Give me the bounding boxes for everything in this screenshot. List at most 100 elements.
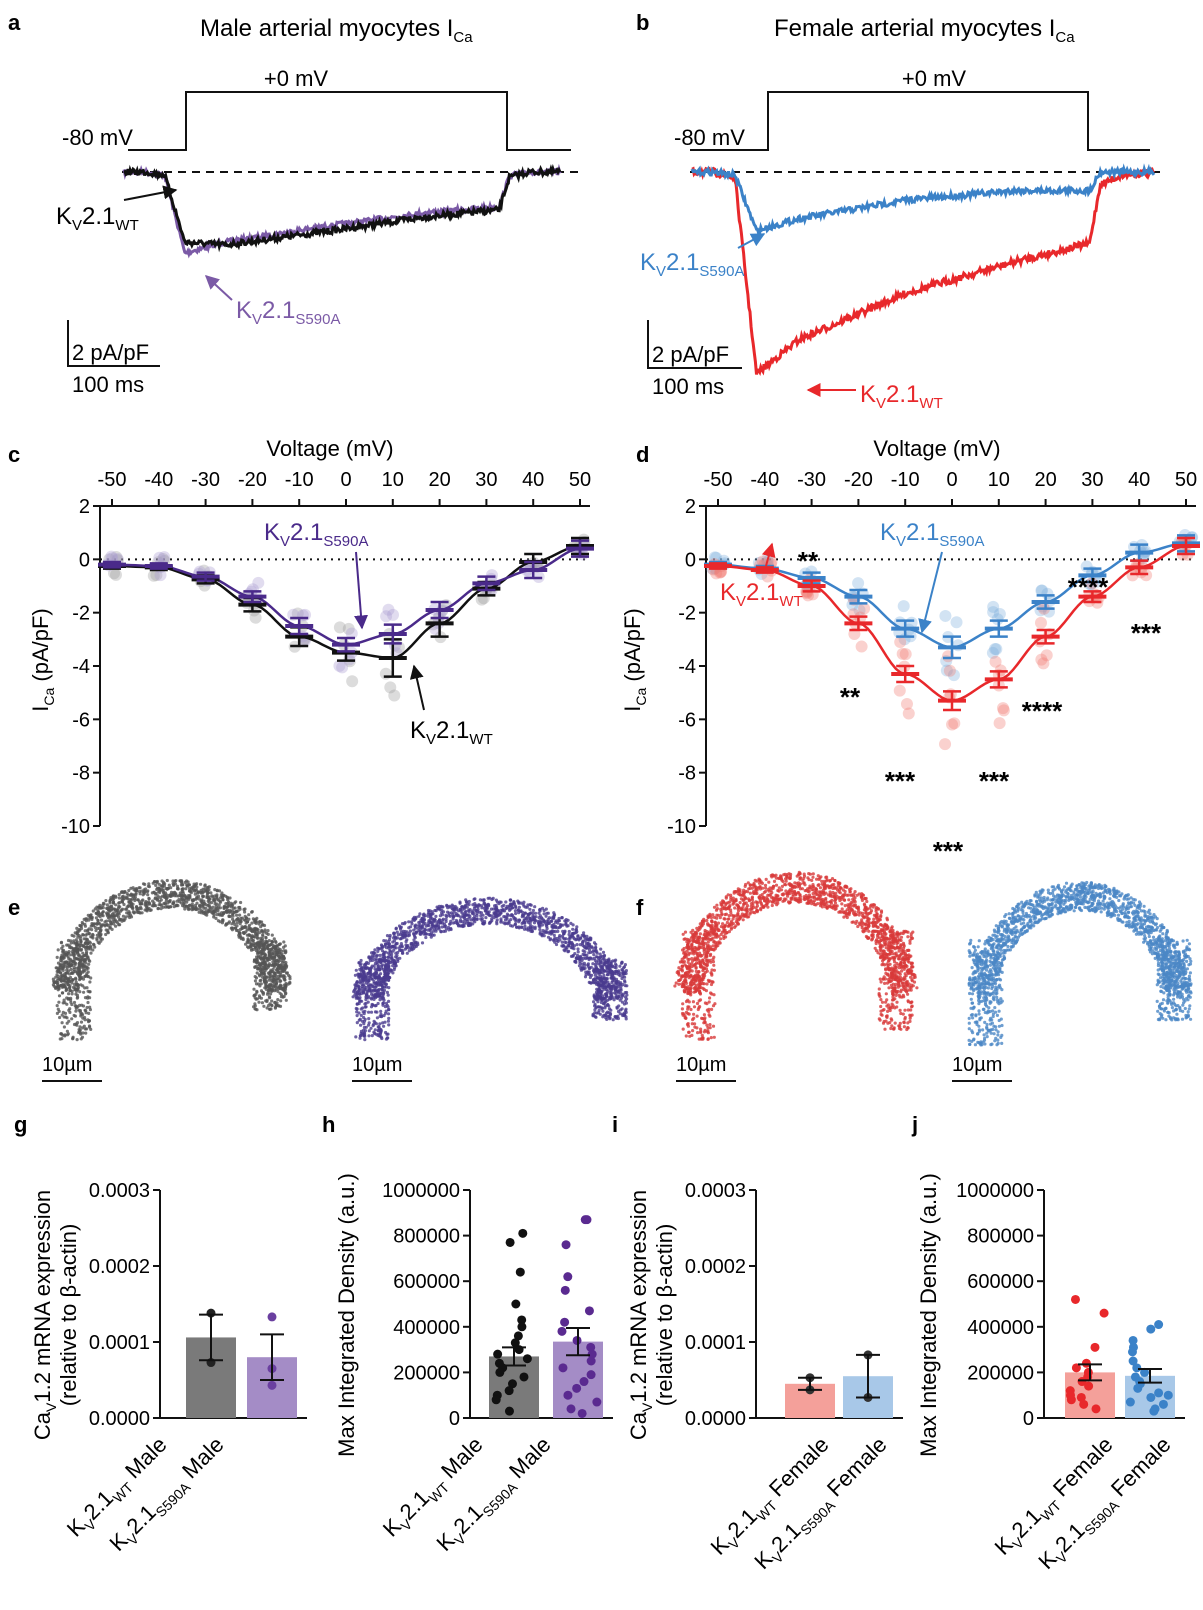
y-tick-label: 0 [79, 549, 90, 571]
density-dot [382, 991, 386, 995]
density-dot [384, 969, 388, 973]
density-dot [586, 972, 591, 976]
density-dot [375, 972, 379, 976]
density-dot [570, 944, 575, 948]
density-dot [575, 943, 579, 947]
density-dot [569, 941, 573, 945]
density-dot [253, 1002, 257, 1006]
density-dot [451, 921, 455, 925]
density-dot [79, 1037, 83, 1041]
density-dot [245, 916, 249, 921]
density-dot [158, 902, 162, 907]
density-dot [362, 1025, 366, 1030]
density-dot [552, 922, 556, 927]
density-dot [267, 962, 271, 966]
data-point [1035, 653, 1048, 666]
density-dot [354, 1006, 358, 1011]
density-dot [255, 958, 259, 962]
density-dot [360, 976, 364, 980]
density-dot [538, 927, 542, 932]
density-dot [395, 953, 399, 957]
density-dot [121, 890, 125, 894]
density-dot [422, 917, 426, 921]
x-tick-label: 40 [522, 469, 544, 491]
density-dot [67, 992, 71, 996]
density-dot [282, 987, 286, 991]
data-point [1126, 569, 1139, 582]
density-dot [76, 953, 81, 958]
cell-image-male-s590a [351, 896, 629, 1042]
density-dot [188, 896, 192, 900]
density-dot [176, 894, 180, 898]
data-point [1040, 649, 1053, 662]
x-tick-label: -10 [285, 469, 314, 491]
density-dot [382, 1024, 386, 1028]
density-dot [514, 918, 518, 922]
panel-c-mean-markers [98, 536, 594, 678]
density-dot [201, 890, 205, 895]
density-dot [558, 934, 562, 938]
density-dot [601, 950, 606, 955]
density-dot [606, 970, 610, 974]
panel-letter-h: h [322, 1112, 335, 1137]
density-dot [379, 1015, 384, 1019]
density-dot [503, 918, 508, 922]
density-dot [357, 961, 361, 965]
density-dot [224, 923, 228, 927]
density-dot [95, 922, 99, 926]
density-dot [361, 983, 366, 987]
density-dot [128, 893, 133, 897]
data-point [894, 636, 907, 649]
density-dot [195, 882, 199, 886]
density-dot [83, 929, 87, 933]
density-dot [59, 971, 63, 975]
density-dot [625, 993, 629, 997]
data-point [900, 698, 913, 711]
density-dot [471, 912, 475, 916]
density-dot [598, 955, 602, 960]
density-dot [599, 947, 603, 951]
density-dot [71, 1036, 75, 1040]
density-dot [257, 963, 261, 967]
density-dot [608, 1013, 613, 1017]
density-dot [65, 980, 69, 984]
density-dot [601, 1015, 605, 1019]
density-dot [57, 984, 61, 989]
density-dot [224, 910, 228, 914]
density-dot [604, 979, 608, 983]
density-dot [73, 931, 77, 935]
density-dot [85, 937, 89, 942]
panel-c: Voltage (mV) -50 -40 -30 -20 -10 0 10 20 30 40 50 … [28, 436, 594, 838]
density-dot [569, 921, 573, 926]
density-dot [270, 999, 274, 1003]
density-dot [77, 968, 81, 972]
density-dot [440, 913, 445, 917]
density-dot [72, 967, 76, 972]
density-dot [618, 974, 622, 978]
density-dot [263, 930, 267, 934]
density-dot [359, 966, 364, 971]
density-dot [386, 993, 390, 997]
density-dot [367, 955, 371, 959]
density-dot [225, 895, 229, 900]
density-dot [234, 900, 238, 904]
density-dot [616, 1016, 621, 1021]
density-dot [57, 1000, 61, 1004]
density-dot [60, 966, 64, 971]
density-dot [486, 896, 490, 900]
data-point [855, 640, 868, 653]
density-dot [270, 940, 274, 944]
density-dot [76, 987, 80, 991]
density-dot [467, 899, 471, 904]
density-dot [265, 992, 270, 996]
density-dot [99, 924, 103, 928]
density-dot [495, 908, 499, 912]
density-dot [151, 899, 155, 903]
density-dot [531, 918, 535, 922]
density-dot [353, 986, 358, 990]
density-dot [161, 885, 165, 889]
data-point [384, 681, 397, 694]
density-dot [268, 996, 272, 1000]
density-dot [399, 948, 403, 952]
density-dot [377, 993, 381, 997]
